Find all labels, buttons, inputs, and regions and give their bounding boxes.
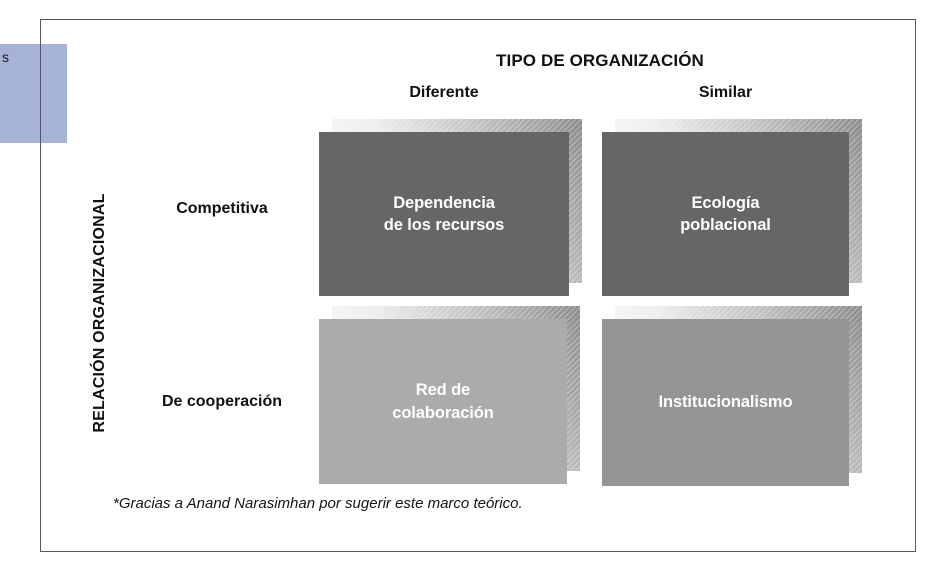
row-axis-title: RELACIÓN ORGANIZACIONAL [91, 193, 108, 433]
quadrant-red-de-colaboracion: Red de colaboración [319, 319, 567, 484]
footnote: *Gracias a Anand Narasimhan por sugerir … [113, 495, 523, 512]
quadrant-ecologia-poblacional: Ecología poblacional [602, 132, 849, 296]
row-header-competitiva: Competitiva [176, 200, 268, 217]
row-header-de-cooperacion: De cooperación [161, 393, 283, 410]
figure-frame [40, 19, 916, 552]
column-header-diferente: Diferente [409, 84, 479, 101]
quadrant-institucionalismo: Institucionalismo [602, 319, 849, 486]
column-axis-title: TIPO DE ORGANIZACIÓN [496, 51, 704, 70]
quadrant-dependencia-de-los-recursos: Dependencia de los recursos [319, 132, 569, 296]
column-header-similar: Similar [698, 84, 753, 101]
margin-highlight-block: s [0, 44, 67, 143]
margin-text-fragment: s [2, 49, 9, 65]
